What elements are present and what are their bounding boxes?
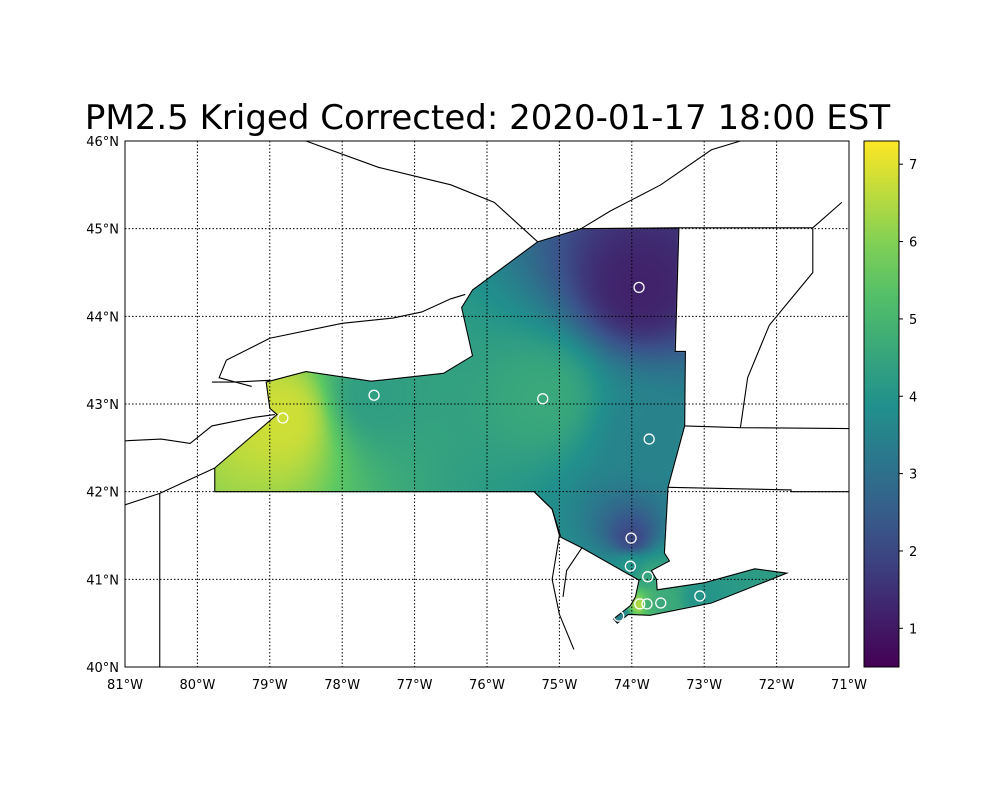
x-tick-label: 71°W	[831, 678, 867, 693]
y-tick-label: 40°N	[86, 661, 119, 676]
x-tick-label: 74°W	[614, 678, 650, 693]
monitor-station-marker	[633, 281, 645, 294]
map-frame	[124, 140, 850, 668]
colorbar-tick-label: 2	[909, 545, 917, 560]
y-tick-label: 41°N	[86, 573, 119, 588]
new-york-border	[214, 227, 789, 624]
y-tick-label: 43°N	[86, 398, 119, 413]
y-tick-label: 46°N	[86, 135, 119, 150]
lake-ontario-west-shore	[211, 379, 270, 383]
colorbar-tick-label: 3	[909, 468, 917, 483]
colorbar-tick-label: 6	[909, 236, 917, 251]
x-tick-label: 73°W	[686, 678, 722, 693]
monitor-station-marker	[368, 389, 380, 401]
monitor-station-marker	[613, 610, 625, 622]
lake-erie-north-shore	[124, 413, 275, 445]
x-tick-label: 80°W	[179, 678, 215, 693]
st-lawrence-river	[580, 140, 741, 230]
x-tick-label: 81°W	[107, 678, 143, 693]
x-tick-label: 72°W	[759, 678, 795, 693]
x-tick-label: 77°W	[397, 678, 433, 693]
x-tick-label: 76°W	[469, 678, 505, 693]
delaware-river	[533, 491, 575, 650]
y-tick-label: 42°N	[86, 486, 119, 501]
connecticut-river	[739, 228, 814, 428]
ottawa-river	[305, 140, 539, 243]
colorbar-tick-label: 7	[909, 158, 917, 173]
monitor-station-marker	[641, 598, 653, 610]
colorbar-tick-label: 1	[909, 622, 917, 637]
nj-border	[562, 547, 583, 597]
vermont-south-border	[684, 425, 850, 430]
y-tick-label: 44°N	[86, 310, 119, 325]
monitor-station-marker	[643, 433, 655, 445]
monitor-station-marker	[625, 532, 637, 544]
canada-border-east	[678, 201, 843, 229]
colorbar	[863, 140, 900, 668]
x-tick-label: 75°W	[541, 678, 577, 693]
y-tick-label: 45°N	[86, 223, 119, 238]
monitor-station-marker	[277, 412, 289, 424]
massachusetts-south-border	[667, 486, 849, 493]
chart-title: PM2.5 Kriged Corrected: 2020-01-17 18:00…	[84, 98, 891, 138]
monitor-station-marker	[537, 393, 549, 405]
x-tick-label: 78°W	[324, 678, 360, 693]
monitor-station-marker	[694, 590, 706, 602]
lake-erie-south-shore	[124, 467, 216, 506]
x-tick-label: 79°W	[252, 678, 288, 693]
colorbar-tick-label: 4	[909, 390, 917, 405]
monitor-station-marker	[624, 560, 637, 572]
monitor-station-marker	[634, 598, 646, 610]
monitor-station-marker	[642, 571, 654, 583]
colorbar-tick-label: 5	[909, 313, 917, 328]
monitor-station-marker	[655, 597, 667, 609]
